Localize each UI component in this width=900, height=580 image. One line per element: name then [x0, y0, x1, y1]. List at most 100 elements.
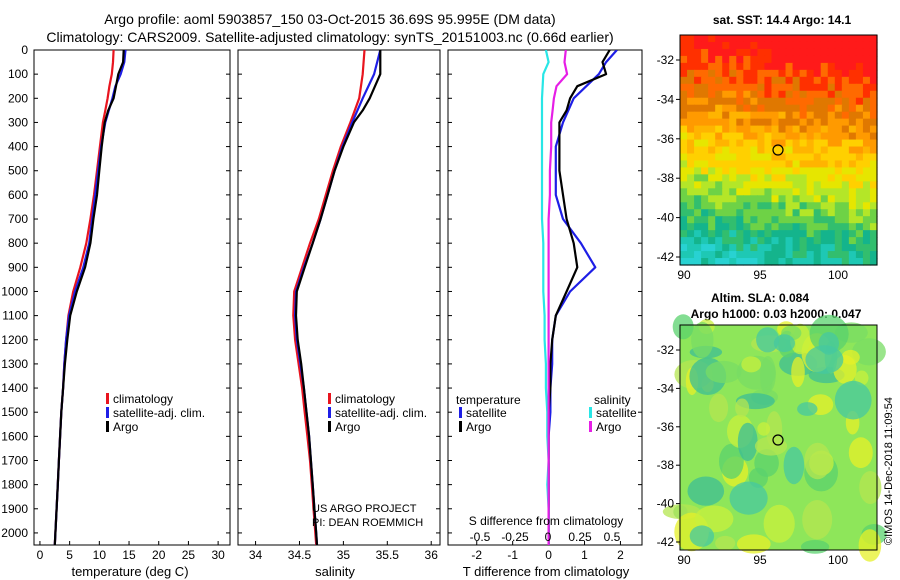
- sst-cell: [701, 55, 709, 64]
- sst-cell: [708, 188, 716, 196]
- map-y-tick-label: -36: [657, 132, 675, 146]
- sst-cell: [834, 223, 843, 231]
- sst-cell: [736, 146, 744, 155]
- sst-cell: [729, 62, 737, 71]
- sst-cell: [687, 160, 695, 169]
- sst-cell: [694, 251, 702, 259]
- sst-cell: [827, 195, 836, 203]
- sst-cell: [771, 202, 780, 210]
- sst-cell: [729, 48, 737, 57]
- sst-cell: [792, 83, 801, 92]
- sst-cell: [750, 258, 758, 266]
- sst-cell: [869, 188, 878, 196]
- sst-cell: [680, 35, 688, 43]
- sst-cell: [827, 41, 836, 50]
- sst-cell: [806, 48, 815, 57]
- sst-cell: [862, 76, 871, 85]
- sst-cell: [778, 90, 787, 99]
- map-x-tick-label: 100: [828, 268, 848, 282]
- sst-cell: [708, 174, 716, 182]
- sst-cell: [701, 111, 709, 120]
- legend-swatch-s-argo: [589, 421, 592, 432]
- sst-cell: [680, 76, 688, 85]
- sst-cell: [813, 139, 822, 148]
- sst-cell: [750, 167, 758, 175]
- sst-cell: [743, 202, 751, 210]
- sst-cell: [848, 181, 857, 189]
- temperature-legend: climatology satellite-adj. clim. Argo: [106, 392, 205, 434]
- x-tick-label: 15: [122, 548, 136, 562]
- sst-cell: [708, 167, 716, 175]
- sst-cell: [799, 83, 808, 92]
- sst-cell: [694, 195, 702, 203]
- sst-cell: [778, 181, 787, 189]
- sst-cell: [841, 251, 850, 259]
- sst-cell: [820, 237, 829, 245]
- sst-cell: [806, 237, 815, 245]
- sst-cell: [701, 76, 709, 85]
- sst-cell: [806, 111, 815, 120]
- legend-temperature-title: temperature: [456, 393, 521, 407]
- sst-cell: [694, 139, 702, 148]
- sst-cell: [729, 69, 737, 78]
- sst-cell: [806, 41, 815, 50]
- sst-cell: [820, 202, 829, 210]
- sst-cell: [778, 258, 787, 266]
- sst-cell: [785, 237, 794, 245]
- sst-cell: [862, 160, 871, 169]
- sst-cell: [736, 230, 744, 238]
- sst-cell: [715, 188, 723, 196]
- series-line-argo: [53, 50, 125, 545]
- sst-cell: [869, 90, 878, 99]
- sst-cell: [743, 55, 751, 64]
- sst-cell: [694, 258, 702, 266]
- legend-swatch-climatology: [106, 393, 109, 404]
- sst-cell: [778, 41, 787, 50]
- sst-cell: [820, 188, 829, 196]
- sst-cell: [827, 83, 836, 92]
- sst-cell: [855, 90, 864, 99]
- sst-cell: [820, 209, 829, 217]
- sst-cell: [855, 244, 864, 252]
- sst-cell: [813, 90, 822, 99]
- sst-cell: [827, 90, 836, 99]
- x-tick-label: 0: [37, 548, 44, 562]
- sst-cell: [743, 216, 751, 224]
- sst-cell: [778, 76, 787, 85]
- sst-cell: [834, 202, 843, 210]
- sst-cell: [820, 35, 829, 43]
- sst-cell: [771, 104, 780, 113]
- sst-cell: [848, 216, 857, 224]
- sst-cell: [764, 48, 773, 57]
- sst-cell: [820, 258, 829, 266]
- sst-cell: [848, 223, 857, 231]
- sst-cell: [869, 41, 878, 50]
- map-y-tick-label: -38: [657, 458, 675, 472]
- sst-cell: [785, 181, 794, 189]
- sst-cell: [708, 35, 716, 43]
- depth-tick-label: 1700: [1, 453, 28, 467]
- sst-cell: [708, 83, 716, 92]
- sst-cell: [694, 146, 702, 155]
- sst-cell: [806, 55, 815, 64]
- sst-cell: [680, 167, 688, 175]
- sst-cell: [771, 35, 780, 43]
- sst-cell: [687, 83, 695, 92]
- sst-cell: [694, 111, 702, 120]
- sst-cell: [701, 69, 709, 78]
- sst-cell: [785, 160, 794, 169]
- salinity-x-axis: 34 34.5 35 35.5 36: [249, 541, 438, 562]
- sst-cell: [764, 209, 773, 217]
- sst-cell: [743, 146, 751, 155]
- s-tick: -0.5: [470, 530, 491, 544]
- sst-cell: [722, 160, 730, 169]
- sst-cell: [841, 202, 850, 210]
- sst-cell: [771, 83, 780, 92]
- sst-cell: [715, 76, 723, 85]
- sst-cell: [722, 181, 730, 189]
- sst-cell: [757, 181, 766, 189]
- sst-cell: [715, 202, 723, 210]
- sst-cell: [736, 153, 744, 162]
- depth-tick-label: 1400: [1, 381, 28, 395]
- sst-cell: [792, 223, 801, 231]
